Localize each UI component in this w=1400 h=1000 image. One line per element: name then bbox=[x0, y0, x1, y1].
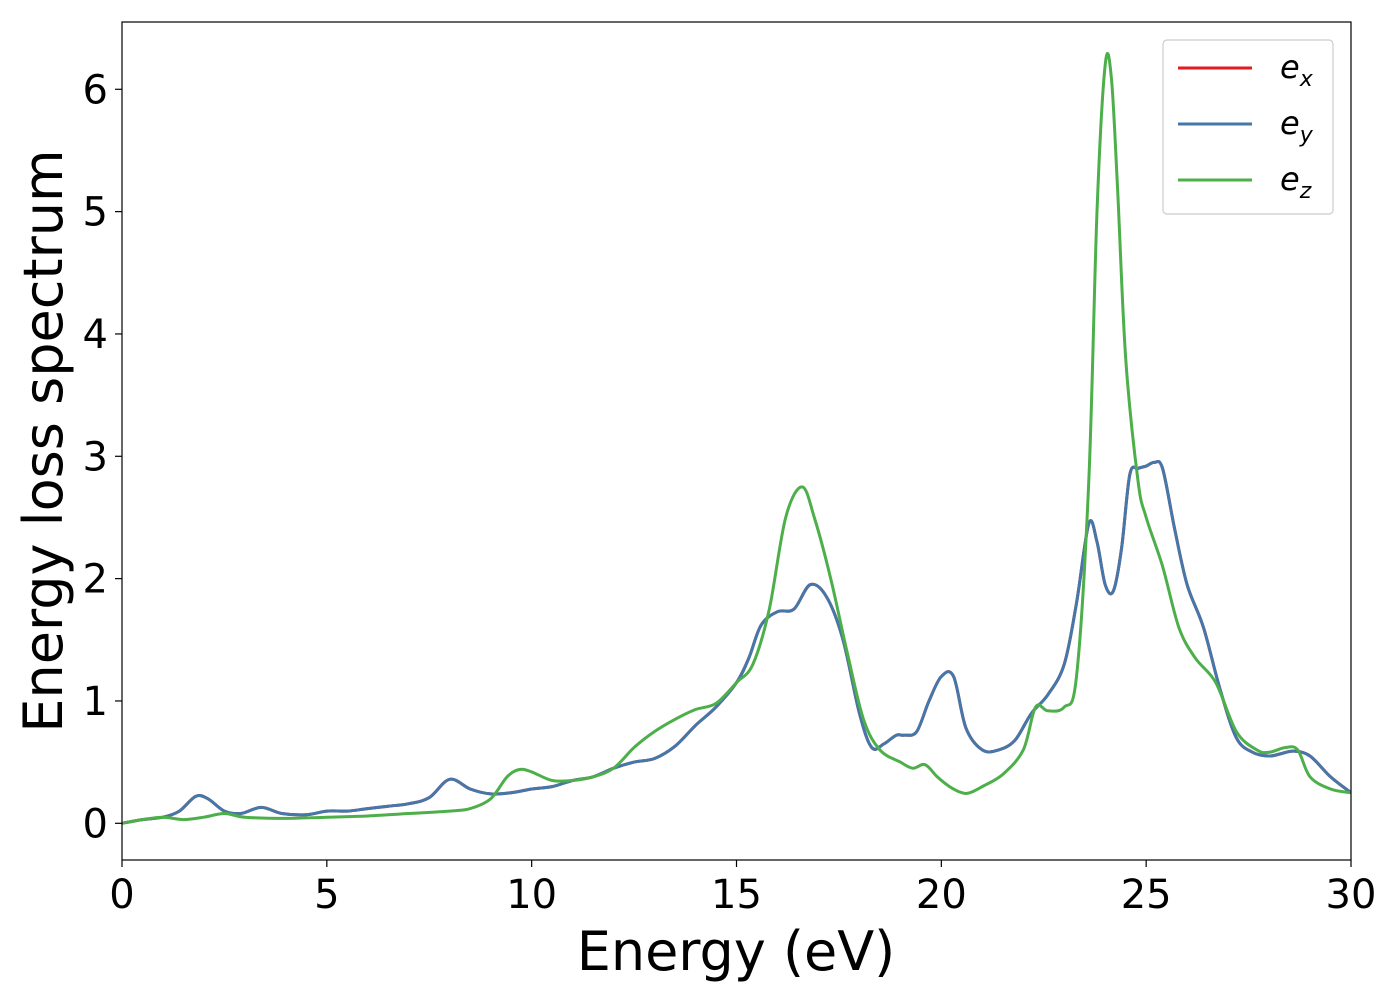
series-layer bbox=[122, 51, 1351, 825]
x-tick-label: 0 bbox=[109, 872, 134, 918]
legend-label-z: ez bbox=[1280, 160, 1312, 204]
legend-label-base: e bbox=[1280, 104, 1300, 142]
y-tick-label: 3 bbox=[83, 434, 108, 480]
x-tick-label: 30 bbox=[1326, 872, 1377, 918]
x-tick-label: 10 bbox=[506, 872, 557, 918]
y-tick-label: 5 bbox=[83, 190, 108, 236]
y-tick-label: 0 bbox=[83, 801, 108, 847]
y-axis: 0 1 2 3 4 5 6 bbox=[83, 67, 122, 847]
x-tick-label: 5 bbox=[314, 872, 339, 918]
y-tick-label: 4 bbox=[83, 312, 108, 358]
y-axis-title: Energy loss spectrum bbox=[12, 149, 75, 732]
series-line-z bbox=[122, 51, 1351, 825]
legend-label-subscript: x bbox=[1299, 67, 1314, 92]
x-tick-label: 20 bbox=[916, 872, 967, 918]
x-axis: 0 5 10 15 20 25 30 bbox=[109, 860, 1376, 918]
legend-label-base: e bbox=[1280, 48, 1300, 86]
x-tick-label: 15 bbox=[711, 872, 762, 918]
legend-label-subscript: y bbox=[1299, 123, 1314, 148]
x-tick-label: 25 bbox=[1121, 872, 1172, 918]
legend-label-x: ex bbox=[1280, 48, 1314, 92]
legend-frame bbox=[1162, 39, 1334, 215]
legend-label-base: e bbox=[1280, 160, 1300, 198]
y-tick-label: 1 bbox=[83, 679, 108, 725]
legend-label-y: ey bbox=[1280, 104, 1314, 148]
x-axis-title: Energy (eV) bbox=[577, 920, 896, 983]
y-tick-label: 2 bbox=[83, 557, 108, 603]
legend-label-subscript: z bbox=[1299, 179, 1312, 204]
y-tick-label: 6 bbox=[83, 67, 108, 113]
plot-area bbox=[122, 22, 1351, 860]
